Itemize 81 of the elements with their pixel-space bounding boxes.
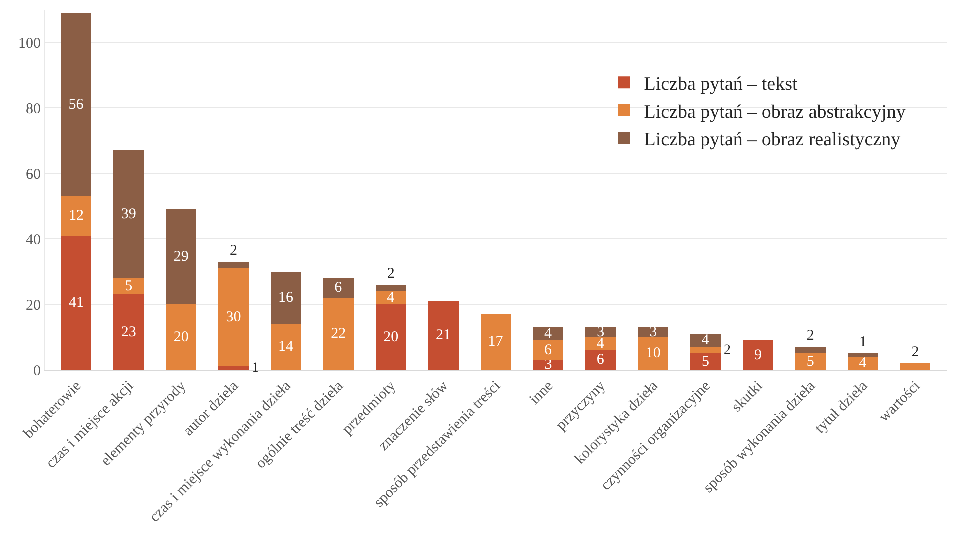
bar [533, 340, 564, 360]
bar [218, 366, 249, 370]
bar [586, 350, 616, 370]
bar [533, 360, 564, 370]
data-label: 17 [488, 334, 504, 350]
data-label: 2 [806, 328, 814, 344]
y-tick-label: 40 [26, 232, 41, 248]
bar [743, 340, 774, 370]
bar [690, 347, 721, 354]
data-label: 22 [331, 326, 346, 342]
bar [218, 268, 249, 367]
bar [480, 314, 512, 370]
bar [533, 327, 564, 341]
data-label: 2 [387, 266, 395, 282]
data-label: 56 [68, 96, 84, 113]
bar [61, 236, 92, 370]
bar [428, 301, 459, 370]
data-label: 2 [912, 344, 920, 360]
bar [900, 363, 931, 370]
y-tick-label: 20 [26, 298, 41, 314]
legend-label: Liczba pytań – tekst [644, 74, 798, 96]
y-tick-label: 80 [26, 101, 41, 118]
data-label: 1 [859, 334, 867, 351]
data-label: 14 [278, 339, 294, 356]
bar [848, 354, 878, 357]
bar [795, 347, 826, 354]
data-label: 30 [226, 310, 242, 326]
x-tick-label: inne [526, 378, 557, 408]
bar [376, 284, 406, 292]
data-label: 6 [596, 352, 605, 368]
bar [795, 354, 826, 370]
data-label: 20 [384, 329, 399, 346]
data-label: 5 [702, 354, 710, 370]
bar [61, 196, 92, 236]
y-tick-label: 0 [34, 363, 41, 380]
data-label: 4 [596, 336, 605, 352]
bar [166, 210, 197, 305]
bar [114, 150, 144, 278]
data-label: 10 [646, 346, 661, 362]
bar [690, 354, 721, 370]
bar [114, 294, 144, 370]
bar [166, 304, 197, 370]
data-label: 5 [806, 354, 814, 370]
legend-label: Liczba pytań – obraz abstrakcyjny [644, 102, 906, 123]
bar [848, 356, 878, 370]
bar [271, 272, 302, 324]
data-label: 4 [387, 290, 396, 306]
bar [586, 337, 616, 350]
data-label: 29 [174, 249, 189, 266]
data-label: 2 [230, 243, 238, 259]
data-label: 5 [125, 278, 133, 295]
data-label: 4 [702, 332, 710, 349]
bar [218, 262, 249, 269]
data-label: 6 [334, 280, 343, 296]
bar [638, 327, 669, 338]
data-label: 16 [278, 290, 294, 306]
bar [690, 334, 721, 348]
data-label: 6 [544, 342, 552, 358]
data-label: 4 [544, 326, 552, 342]
bar [376, 291, 406, 305]
data-label: 4 [859, 355, 868, 372]
y-tick-label: 60 [26, 166, 41, 183]
data-label: 21 [436, 328, 452, 344]
bar [323, 298, 354, 370]
bar [586, 327, 616, 338]
bar [271, 324, 302, 370]
bar [61, 13, 92, 197]
legend-label: Liczba pytań – obraz realistyczny [644, 129, 902, 150]
data-label: 9 [754, 347, 762, 364]
y-tick-label: 100 [18, 36, 41, 52]
data-label: 20 [174, 329, 189, 346]
data-label: 23 [121, 324, 136, 340]
bar [114, 278, 144, 295]
data-label: 39 [121, 206, 136, 223]
data-label: 1 [252, 361, 259, 376]
bar [638, 337, 669, 370]
bar [323, 278, 354, 298]
bar [376, 304, 406, 370]
data-label: 12 [68, 208, 84, 224]
data-label: 2 [724, 343, 731, 358]
data-label: 41 [68, 294, 84, 311]
